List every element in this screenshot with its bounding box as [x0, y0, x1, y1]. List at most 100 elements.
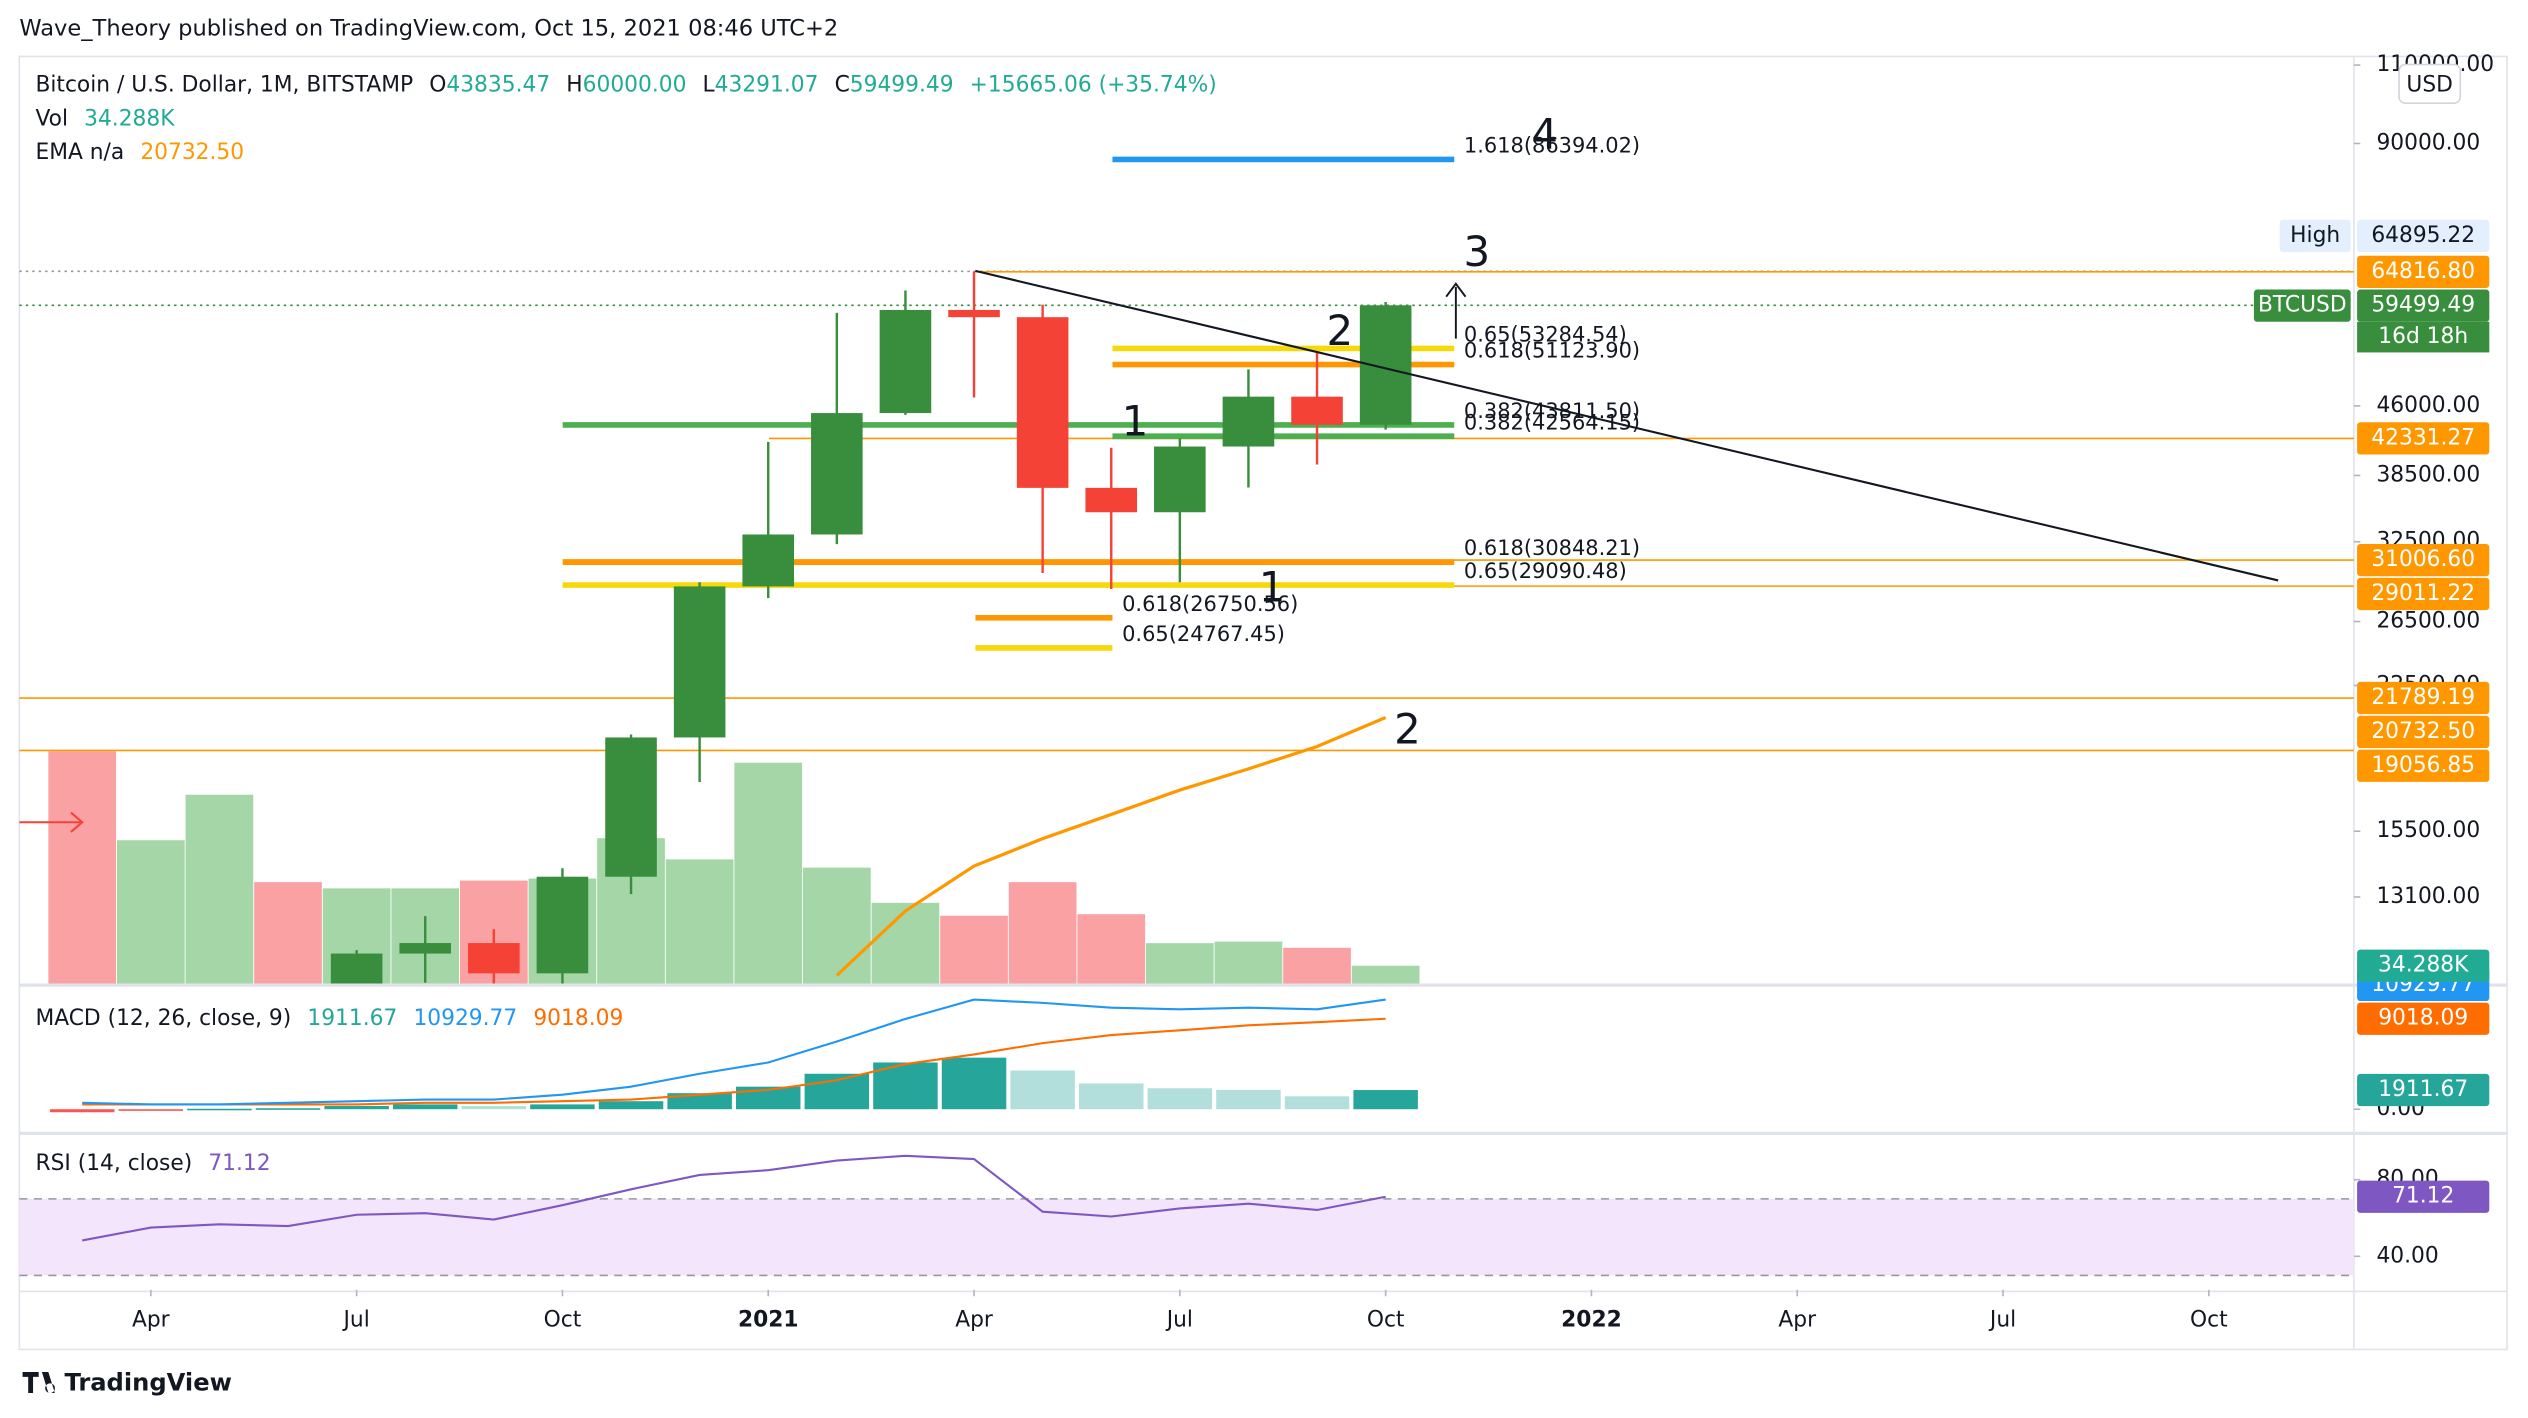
volume-bar: [1283, 947, 1351, 984]
volume-bar: [1351, 965, 1420, 984]
price-label-box: [2357, 255, 2490, 288]
tv-logo: [22, 1372, 55, 1393]
macd-hist: [324, 1106, 389, 1110]
chart-frame: [18, 55, 2508, 1351]
currency[interactable]: USD: [2406, 72, 2452, 97]
price-label-box: [2357, 543, 2490, 577]
volume-bar: [734, 762, 803, 984]
price-sub: 16d 18h: [2378, 324, 2468, 349]
volume-bar: [116, 840, 185, 984]
volume-bar: [802, 867, 871, 984]
candle-body: [811, 413, 863, 535]
volume-bar: [940, 915, 1008, 984]
hist-value: 1911.67: [307, 1006, 397, 1031]
x-tick-label: Oct: [2190, 1307, 2228, 1332]
macd-hist: [1284, 1096, 1350, 1110]
wave-label: 3: [1463, 227, 1490, 276]
macd-hist: [1010, 1070, 1075, 1110]
price-label: 42331.27: [2371, 425, 2475, 450]
macd-hist: [1353, 1090, 1418, 1110]
c-value: 59499.49: [850, 72, 954, 97]
trend-line: [975, 269, 2279, 582]
macd-hist: [1216, 1089, 1281, 1110]
price-label: 31006.60: [2371, 547, 2475, 572]
legend-main: Bitcoin / U.S. Dollar, 1M, BITSTAMP O4383…: [35, 72, 1216, 97]
volume-bar: [1008, 882, 1077, 984]
currency-box[interactable]: [2398, 63, 2462, 105]
volume-bar: [1077, 914, 1146, 984]
legend: Bitcoin / U.S. Dollar, 1M, BITSTAMP O4383…: [35, 72, 1216, 1176]
candle-body: [1154, 446, 1206, 513]
price-label-box: [2357, 749, 2490, 782]
macd-hist: [598, 1101, 664, 1110]
hist-value-label: 1911.67: [2378, 1077, 2468, 1102]
price-tag-box: [2279, 219, 2351, 252]
volume-bar: [1214, 941, 1283, 984]
macd-hist: [1147, 1088, 1213, 1110]
change: +15665.06 (+35.74%): [970, 72, 1217, 97]
signal-value-label-box: [2357, 1002, 2490, 1035]
signal-line: [82, 1017, 1386, 1106]
rsi-line: [82, 1154, 1386, 1242]
x-tick-label: Apr: [132, 1307, 170, 1332]
x-tick-label: Apr: [955, 1307, 993, 1332]
macd-hist: [49, 1109, 115, 1113]
volume-bar: [48, 751, 117, 984]
candle-body: [468, 943, 520, 974]
wave-label: 2: [1326, 306, 1353, 355]
fib-label: 0.382(43811.50): [1464, 399, 1640, 423]
macd-hist: [941, 1057, 1007, 1110]
x-tick-label: 2021: [738, 1307, 799, 1332]
price-label: 19056.85: [2371, 753, 2475, 778]
rsi-value-label-box: [2357, 1180, 2490, 1213]
red-arrow-head: [70, 811, 84, 833]
x-tick-label: Apr: [1778, 1307, 1816, 1332]
y-tick-label: 15500.00: [2376, 818, 2480, 843]
volume-bar: [665, 859, 734, 984]
rsi-value-label: 71.12: [2392, 1184, 2454, 1209]
price-label: 20732.50: [2371, 719, 2475, 744]
candle-body: [536, 876, 589, 974]
legend-vol: Vol 34.288K: [35, 106, 175, 131]
signal-value-label: 9018.09: [2378, 1006, 2468, 1031]
x-tick-label: Jul: [342, 1307, 370, 1332]
price-label: 59499.49: [2371, 293, 2475, 318]
x-tick-label: Jul: [1165, 1307, 1193, 1332]
macd-hist: [392, 1104, 458, 1110]
macd-hist: [118, 1109, 184, 1111]
rsi-value: 71.12: [208, 1151, 270, 1176]
ema-key: EMA n/a: [35, 140, 124, 165]
c-key: C: [835, 72, 850, 97]
macd-hist: [530, 1104, 595, 1110]
fib-label: 0.618(30848.21): [1464, 536, 1640, 560]
price-tag-box: [2253, 289, 2351, 322]
price-label-box: [2357, 219, 2490, 252]
volume-bar: [185, 794, 254, 984]
fib-label: 1.618(86394.02): [1464, 134, 1640, 158]
brand: TradingView: [64, 1368, 231, 1396]
candle-body: [399, 943, 452, 954]
candle-body: [673, 586, 726, 738]
candle-body: [330, 953, 383, 984]
macd-hist: [255, 1108, 321, 1110]
candle-body: [1291, 396, 1343, 425]
fib-label: 0.618(51123.90): [1464, 339, 1640, 363]
y-tick-label: 26500.00: [2376, 609, 2480, 634]
l-key: L: [703, 72, 715, 97]
h-value: 60000.00: [583, 72, 687, 97]
price-sub-box: [2357, 321, 2490, 353]
candle-body: [948, 309, 1000, 318]
price-label: 29011.22: [2371, 581, 2475, 606]
candle-body: [1222, 396, 1275, 447]
macd-line: [82, 998, 1386, 1106]
wave-label: 2: [1394, 704, 1421, 753]
legend-macd: MACD (12, 26, close, 9) 1911.67 10929.77 90…: [35, 1006, 623, 1031]
y-tick-label: 38500.00: [2376, 462, 2480, 487]
wave-label: 1: [1259, 563, 1286, 612]
publish-note: Wave_Theory published on TradingView.com…: [19, 16, 838, 42]
wave-label: 1: [1122, 397, 1149, 446]
vol-value: 34.288K: [84, 106, 175, 131]
macd-key: MACD (12, 26, close, 9): [35, 1006, 291, 1031]
hist-value-label-box: [2357, 1073, 2490, 1107]
